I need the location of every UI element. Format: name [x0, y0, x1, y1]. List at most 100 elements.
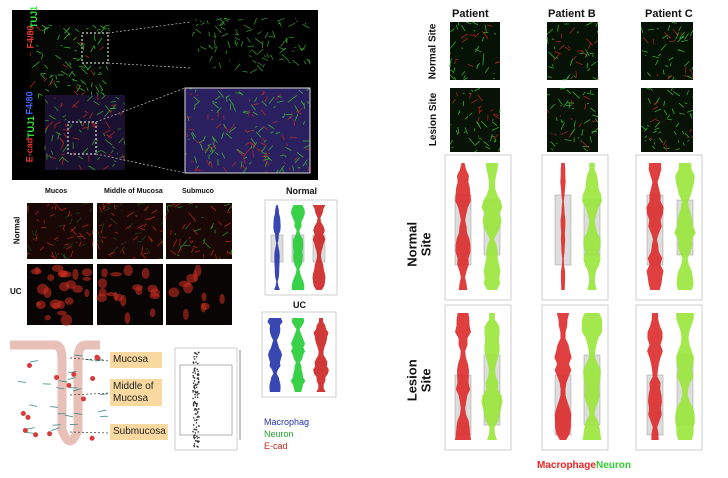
texture	[663, 109, 668, 116]
texture	[550, 141, 556, 147]
texture	[288, 167, 291, 171]
texture	[465, 37, 469, 40]
texture	[99, 224, 102, 227]
texture	[261, 146, 266, 153]
texture	[554, 133, 557, 136]
point	[196, 391, 198, 394]
point	[193, 384, 196, 387]
texture	[109, 107, 117, 110]
texture	[73, 36, 77, 41]
texture	[78, 241, 82, 247]
texture	[687, 109, 694, 113]
texture	[251, 49, 258, 55]
texture	[216, 107, 222, 114]
texture	[477, 62, 481, 66]
column-label: Middle of Mucosa	[104, 188, 163, 195]
texture	[103, 204, 106, 210]
point	[192, 374, 194, 377]
point	[192, 403, 195, 406]
texture	[681, 39, 688, 43]
texture	[292, 60, 300, 66]
texture	[115, 231, 119, 234]
texture	[199, 20, 202, 23]
texture	[273, 106, 277, 108]
texture	[49, 121, 54, 125]
texture	[56, 81, 60, 83]
fiber	[74, 412, 83, 415]
texture	[82, 126, 89, 129]
texture	[654, 121, 661, 128]
texture	[678, 102, 685, 108]
texture	[218, 221, 222, 225]
texture	[160, 222, 164, 226]
point	[192, 382, 195, 385]
texture	[243, 159, 246, 165]
texture	[195, 28, 202, 34]
texture	[38, 93, 43, 96]
texture	[579, 52, 584, 55]
cell	[22, 427, 28, 433]
texture	[209, 55, 213, 62]
texture	[652, 106, 659, 110]
texture	[75, 241, 78, 244]
texture	[569, 58, 574, 66]
texture	[546, 36, 549, 44]
texture	[640, 26, 644, 34]
texture	[584, 103, 587, 110]
cell	[194, 264, 202, 277]
texture	[449, 41, 457, 49]
texture	[575, 70, 578, 78]
texture	[217, 90, 224, 98]
texture	[77, 237, 82, 240]
texture	[143, 223, 147, 228]
texture	[206, 20, 209, 25]
texture	[575, 61, 583, 66]
texture	[223, 17, 229, 22]
texture	[118, 137, 124, 144]
texture	[546, 93, 551, 96]
texture	[41, 54, 44, 60]
texture	[61, 153, 66, 156]
point	[197, 431, 200, 433]
texture	[305, 148, 310, 150]
texture	[300, 100, 305, 106]
texture	[140, 253, 147, 259]
texture	[597, 30, 599, 34]
texture	[62, 224, 66, 230]
texture	[104, 207, 112, 212]
texture	[281, 135, 285, 141]
texture	[64, 118, 67, 121]
texture	[457, 131, 460, 135]
texture	[275, 131, 281, 135]
point	[197, 373, 200, 376]
texture	[158, 257, 163, 260]
texture	[268, 145, 274, 151]
texture	[58, 225, 65, 227]
texture	[193, 228, 201, 232]
fiber	[72, 388, 82, 392]
texture	[247, 130, 254, 132]
legend-entry: Neuron	[596, 460, 631, 471]
texture	[32, 61, 40, 68]
row-label: Lesion Site	[404, 359, 434, 402]
texture	[174, 202, 181, 208]
texture	[303, 60, 307, 65]
texture	[137, 202, 140, 207]
texture	[95, 150, 102, 154]
point	[193, 386, 196, 389]
texture	[654, 127, 660, 130]
texture	[669, 40, 676, 43]
texture	[257, 48, 264, 54]
point	[192, 391, 194, 393]
texture	[281, 54, 290, 62]
texture	[41, 24, 49, 30]
point	[198, 436, 200, 439]
texture	[648, 28, 655, 31]
point	[196, 437, 199, 439]
texture	[451, 146, 454, 149]
texture	[34, 237, 39, 240]
point	[192, 404, 195, 407]
texture	[251, 113, 255, 118]
texture	[687, 139, 690, 142]
texture	[289, 136, 292, 139]
